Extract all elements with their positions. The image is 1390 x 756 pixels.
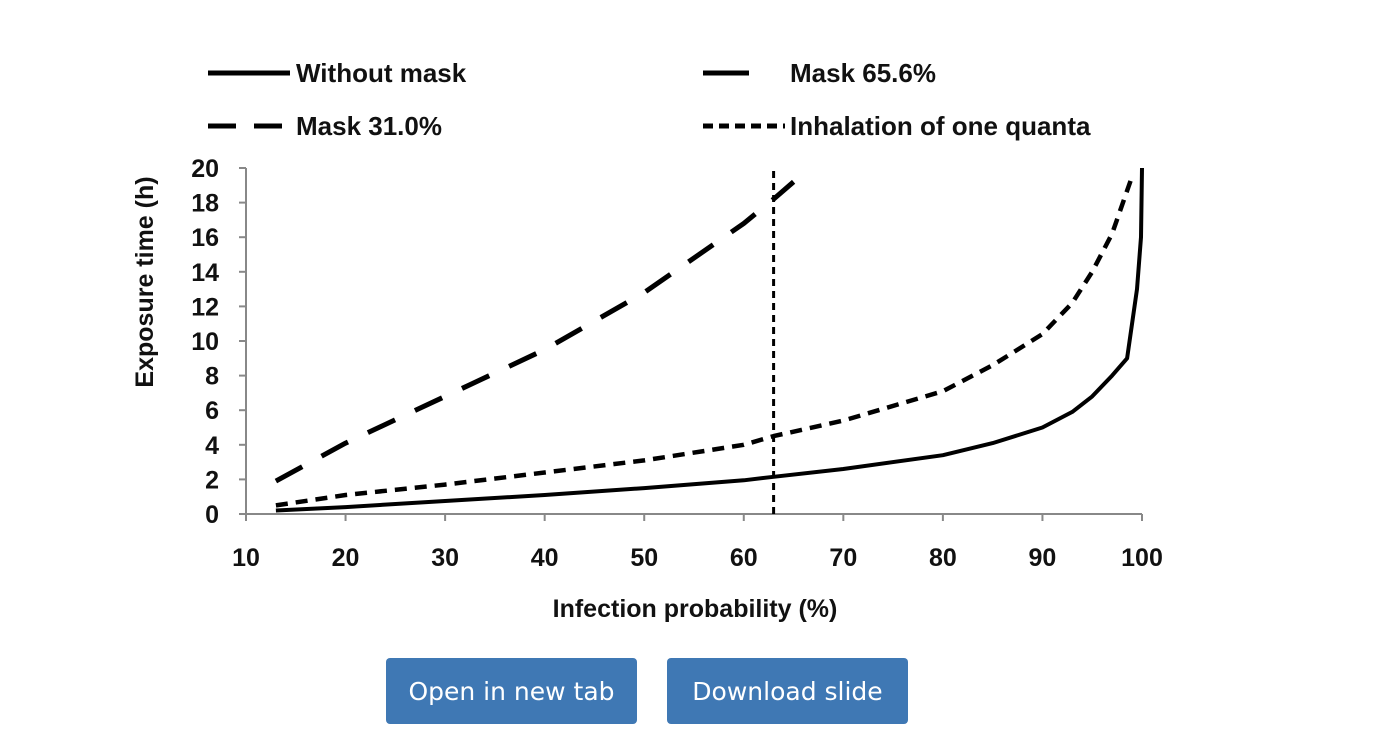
x-tick-label: 70 bbox=[829, 544, 857, 572]
y-tick-label: 6 bbox=[205, 397, 219, 425]
x-tick-label: 90 bbox=[1029, 544, 1057, 572]
series-line-0 bbox=[275, 167, 1144, 513]
y-axis-label: Exposure time (h) bbox=[131, 176, 159, 387]
y-tick-label: 10 bbox=[191, 328, 219, 356]
legend-label-2: Mask 31.0% bbox=[296, 111, 442, 141]
y-tick-label: 14 bbox=[191, 259, 219, 287]
legend-label-0: Without mask bbox=[296, 58, 467, 88]
y-tick-label: 0 bbox=[205, 501, 219, 529]
legend-label-1: Mask 65.6% bbox=[790, 58, 936, 88]
series-line-3 bbox=[275, 175, 1135, 508]
y-tick-label: 20 bbox=[191, 155, 219, 183]
chart-series bbox=[274, 167, 1144, 514]
y-tick-label: 4 bbox=[205, 432, 219, 460]
x-axis-label: Infection probability (%) bbox=[553, 595, 838, 623]
y-tick-label: 18 bbox=[191, 190, 219, 218]
chart-figure: Without mask Mask 65.6% Mask 31.0% Inhalati… bbox=[131, 58, 1163, 623]
x-tick-label: 10 bbox=[232, 544, 260, 572]
y-tick-label: 16 bbox=[191, 224, 219, 252]
legend-label-3: Inhalation of one quanta bbox=[790, 111, 1091, 141]
x-tick-label: 30 bbox=[431, 544, 459, 572]
download-slide-button[interactable]: Download slide bbox=[667, 658, 908, 724]
series-line-2 bbox=[274, 179, 796, 484]
y-tick-label: 8 bbox=[205, 363, 219, 391]
x-tick-label: 40 bbox=[531, 544, 559, 572]
x-tick-label: 80 bbox=[929, 544, 957, 572]
y-tick-label: 2 bbox=[205, 466, 219, 494]
x-tick-label: 50 bbox=[630, 544, 658, 572]
x-tick-label: 60 bbox=[730, 544, 758, 572]
chart-axes: 0 2 4 6 8 10 12 14 16 18 20 10 20 30 40 50 60 70 80 90 100 bbox=[191, 155, 1163, 572]
y-tick-label: 12 bbox=[191, 293, 219, 321]
open-in-new-tab-button[interactable]: Open in new tab bbox=[386, 658, 637, 724]
chart-legend: Without mask Mask 65.6% Mask 31.0% Inhalati… bbox=[208, 58, 1091, 141]
x-tick-label: 20 bbox=[332, 544, 360, 572]
x-tick-label: 100 bbox=[1121, 544, 1163, 572]
